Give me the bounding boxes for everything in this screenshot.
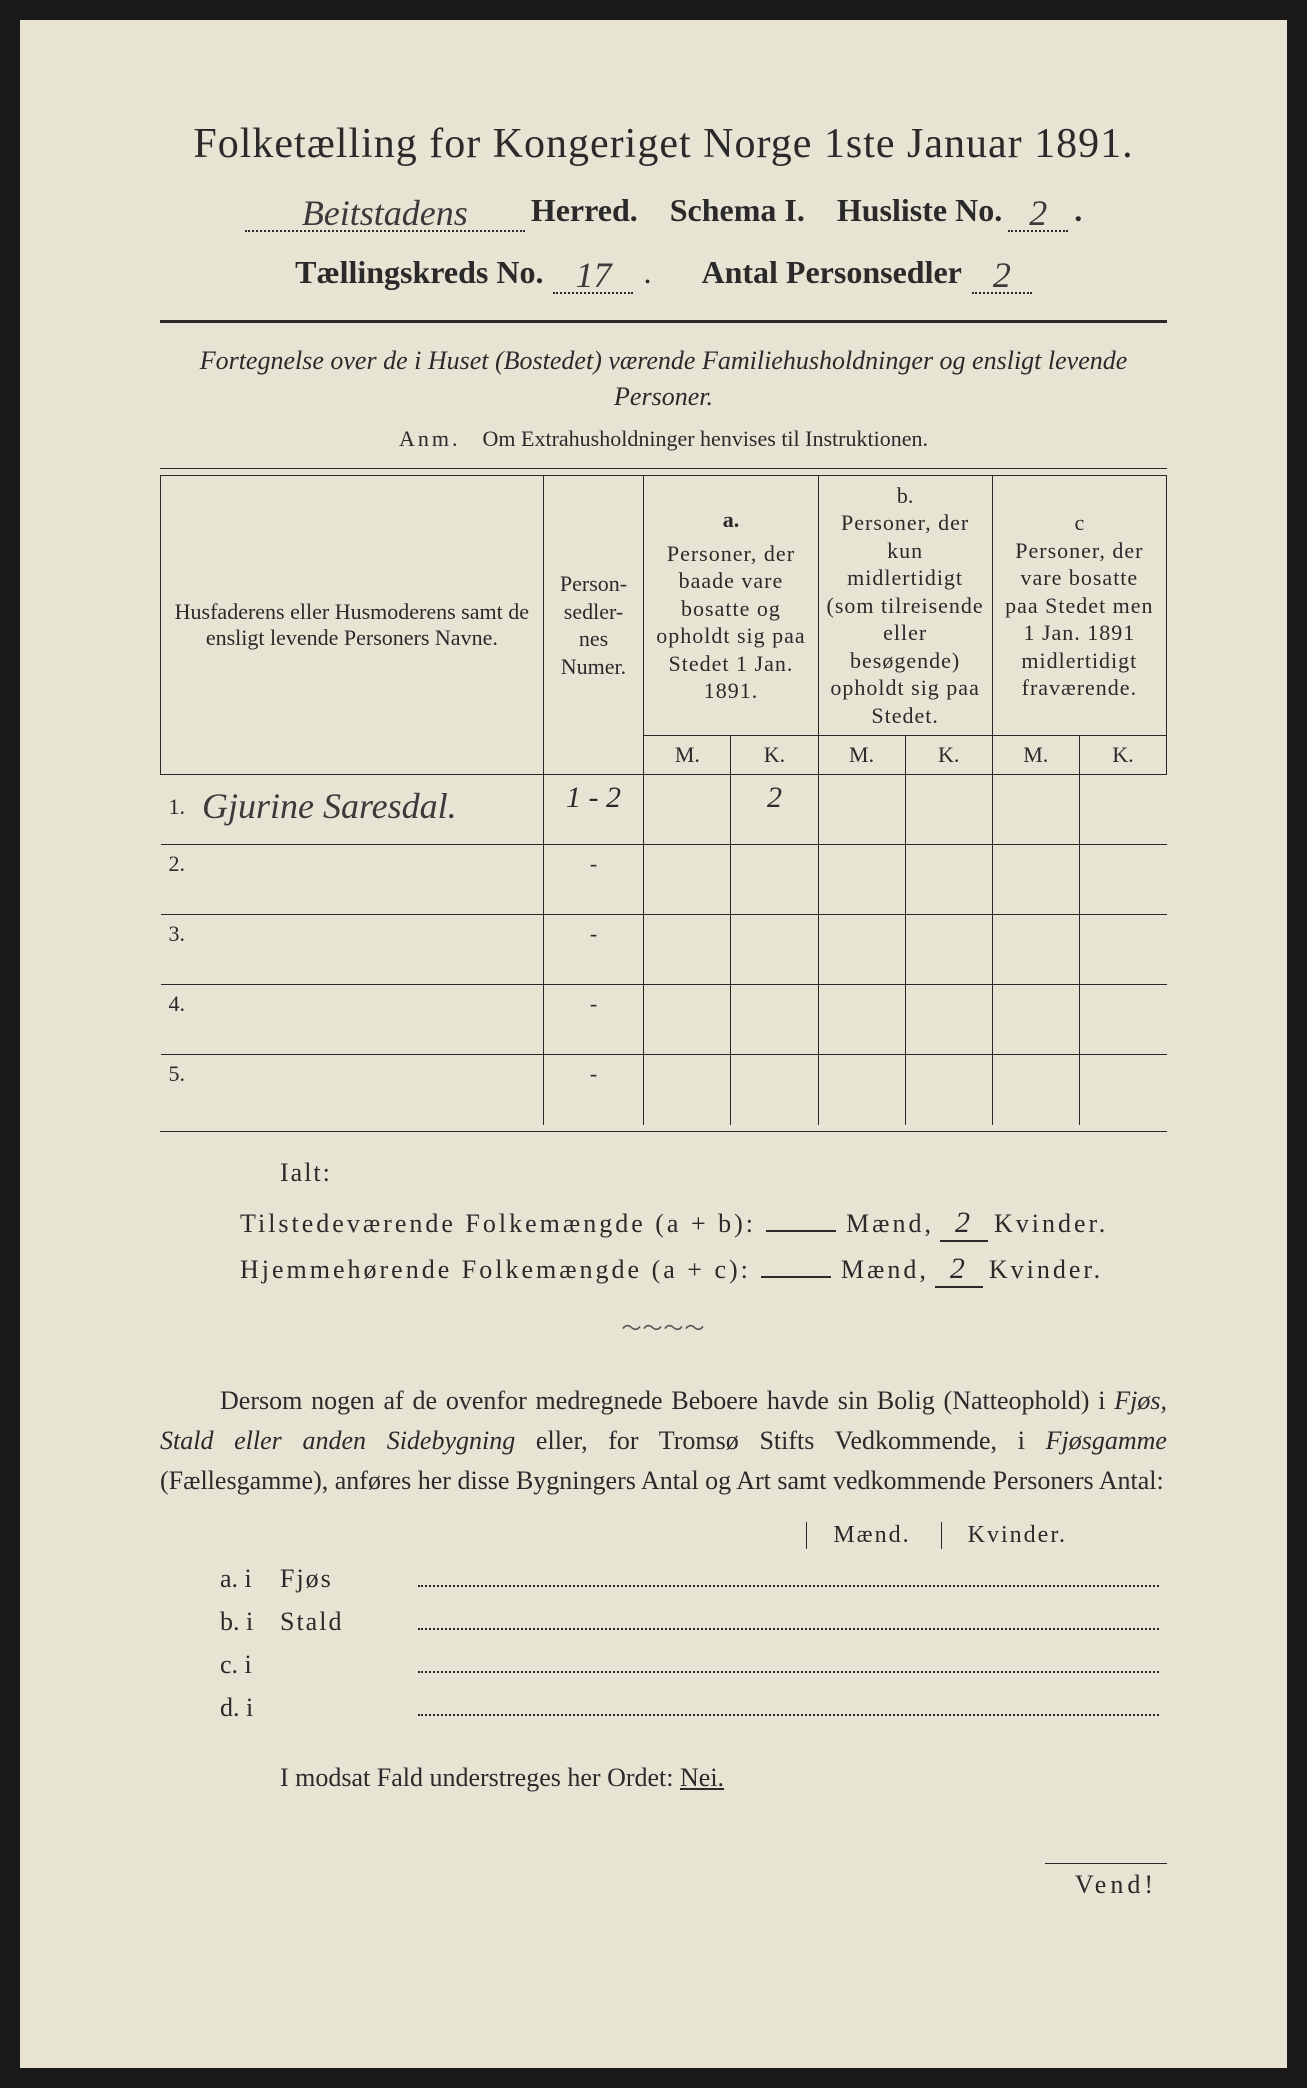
herred-handwritten: Beitstadens: [302, 192, 468, 234]
nei-word: Nei.: [680, 1763, 724, 1792]
header-line-3: Tællingskreds No. 17 . Antal Personsedle…: [160, 250, 1167, 294]
ornament: ～～～～: [160, 1312, 1167, 1341]
list-item: a. i Fjøs: [220, 1561, 1167, 1594]
col-b-m: M.: [818, 736, 905, 775]
col-a-k: K.: [731, 736, 818, 775]
row1-name: Gjurine Saresdal.: [202, 785, 457, 827]
herred-label: Herred.: [531, 192, 638, 229]
schema-label: Schema I.: [670, 192, 805, 229]
anm-note: Anm. Om Extrahusholdninger henvises til …: [160, 426, 1167, 452]
nei-line: I modsat Fald understreges her Ordet: Ne…: [280, 1763, 1167, 1793]
kreds-no: 17: [575, 254, 611, 296]
table-row: 1. Gjurine Saresdal. 1 - 2 2: [161, 775, 1167, 845]
table-row: 4. -: [161, 985, 1167, 1055]
husliste-no: 2: [1029, 192, 1047, 234]
col-header-b: b. Personer, der kun midlertidigt (som t…: [818, 475, 992, 736]
col-header-name: Husfaderens eller Husmoderens samt de en…: [161, 475, 544, 775]
col-c-m: M.: [992, 736, 1079, 775]
col-c-k: K.: [1079, 736, 1166, 775]
personsedler-label: Antal Personsedler: [701, 254, 961, 291]
kreds-label: Tællingskreds No.: [295, 254, 543, 291]
building-list: a. i Fjøs b. i Stald c. i d. i: [220, 1561, 1167, 1723]
anm-label: Anm.: [399, 426, 461, 451]
header-line-2: Beitstadens Herred. Schema I. Husliste N…: [160, 188, 1167, 232]
col-header-number: Person-sedler-nes Numer.: [543, 475, 644, 775]
building-paragraph: Dersom nogen af de ovenfor medregnede Be…: [160, 1381, 1167, 1502]
table-bottom-rule: [160, 1131, 1167, 1132]
hjemme-kvinder: 2: [950, 1252, 968, 1285]
table-row: 3. -: [161, 915, 1167, 985]
divider-thin: [160, 468, 1167, 469]
col-header-c: c Personer, der vare bosatte paa Stedet …: [992, 475, 1166, 736]
list-item: d. i: [220, 1690, 1167, 1723]
mk-column-header: Mænd. Kvinder.: [160, 1522, 1067, 1549]
list-item: c. i: [220, 1647, 1167, 1680]
table-row: 5. -: [161, 1055, 1167, 1125]
household-table: Husfaderens eller Husmoderens samt de en…: [160, 475, 1167, 1125]
col-header-a: a. Personer, der baade vare bosatte og o…: [644, 475, 818, 736]
col-b-k: K.: [905, 736, 992, 775]
summary-tilstede: Tilstedeværende Folkemængde (a + b): Mæn…: [240, 1206, 1167, 1242]
census-form-page: Folketælling for Kongeriget Norge 1ste J…: [20, 20, 1287, 2068]
personsedler-no: 2: [993, 254, 1011, 296]
tilstede-kvinder: 2: [955, 1206, 973, 1239]
vend-label: Vend!: [1045, 1863, 1167, 1900]
list-item: b. i Stald: [220, 1604, 1167, 1637]
page-title: Folketælling for Kongeriget Norge 1ste J…: [160, 120, 1167, 168]
subtitle: Fortegnelse over de i Huset (Bostedet) v…: [160, 343, 1167, 416]
summary-hjemme: Hjemmehørende Folkemængde (a + c): Mænd,…: [240, 1252, 1167, 1288]
husliste-label: Husliste No.: [837, 192, 1002, 229]
ialt-label: Ialt:: [280, 1158, 1167, 1188]
divider: [160, 320, 1167, 323]
table-row: 2. -: [161, 845, 1167, 915]
col-a-m: M.: [644, 736, 731, 775]
anm-text: Om Extrahusholdninger henvises til Instr…: [483, 426, 928, 451]
